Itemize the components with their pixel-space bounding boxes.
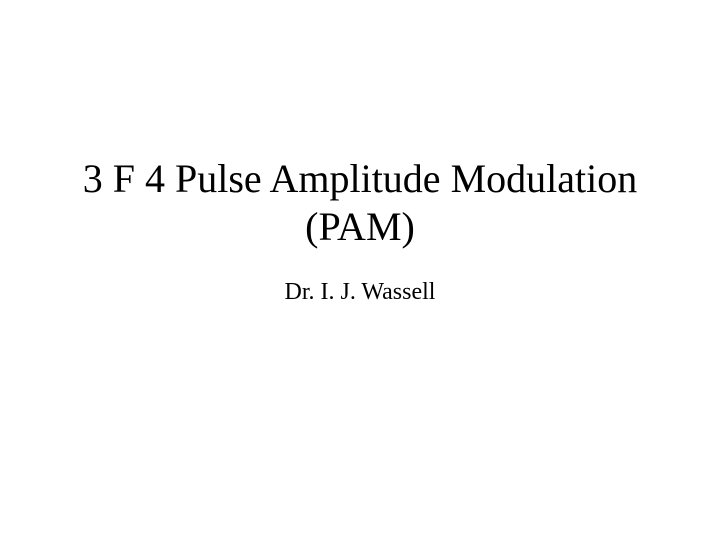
slide-title: 3 F 4 Pulse Amplitude Modulation (PAM) — [0, 155, 720, 251]
title-line-1: 3 F 4 Pulse Amplitude Modulation — [83, 156, 637, 201]
title-line-2: (PAM) — [305, 204, 415, 249]
slide-author: Dr. I. J. Wassell — [0, 279, 720, 306]
slide-content: 3 F 4 Pulse Amplitude Modulation (PAM) D… — [0, 155, 720, 306]
